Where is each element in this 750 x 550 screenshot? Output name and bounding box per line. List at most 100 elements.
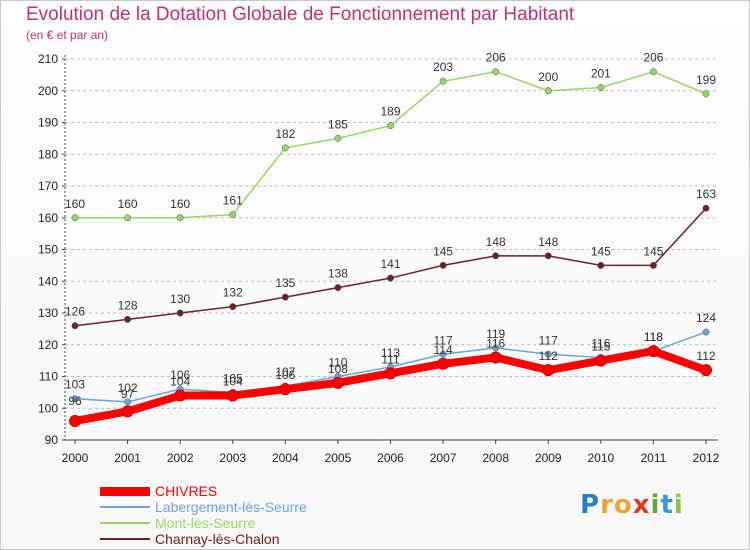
- proxiti-logo: Proxiti: [580, 490, 684, 520]
- data-label-1-2003: 105: [223, 371, 243, 385]
- point-3-2010: [597, 261, 605, 269]
- point-2-2011: [649, 68, 657, 76]
- point-0-2010: [594, 354, 607, 367]
- data-label-2-2009: 200: [538, 70, 558, 84]
- data-label-1-2006: 113: [381, 346, 400, 360]
- point-3-2002: [176, 309, 184, 317]
- y-tick-label-160: 160: [38, 211, 58, 225]
- point-2-2000: [71, 214, 79, 222]
- point-2-2004: [281, 144, 289, 152]
- data-label-2-2011: 206: [643, 51, 663, 65]
- series-group: [69, 68, 712, 427]
- logo-letter-2: o: [613, 490, 633, 520]
- point-0-2007: [437, 357, 450, 370]
- y-tick-label-210: 210: [38, 52, 58, 66]
- logo-letter-5: t: [660, 490, 674, 520]
- data-label-0-2003: 104: [223, 375, 243, 389]
- x-tick-label-2003: 2003: [219, 451, 246, 465]
- x-tick-label-2005: 2005: [325, 451, 352, 465]
- data-label-3-2010: 145: [591, 244, 611, 258]
- point-0-2009: [542, 364, 555, 377]
- y-tick-label-180: 180: [38, 147, 58, 161]
- logo-letter-0: P: [580, 490, 601, 520]
- data-label-3-2004: 135: [275, 276, 295, 290]
- y-tick-label-200: 200: [38, 84, 58, 98]
- data-label-0-2002: 104: [170, 375, 190, 389]
- x-tick-label-2011: 2011: [641, 451, 667, 465]
- logo-letter-1: r: [600, 490, 614, 520]
- y-tick-label-130: 130: [38, 306, 58, 320]
- point-3-2007: [439, 261, 447, 269]
- data-label-2-2001: 160: [118, 197, 138, 211]
- y-tick-label-100: 100: [38, 401, 58, 415]
- data-label-3-2003: 132: [223, 286, 243, 300]
- point-0-2003: [226, 389, 239, 402]
- x-tick-label-2010: 2010: [587, 451, 614, 465]
- chart-title: Evolution de la Dotation Globale de Fonc…: [26, 4, 575, 25]
- point-0-2001: [121, 405, 134, 418]
- point-0-2004: [279, 383, 292, 396]
- point-3-2006: [387, 274, 394, 282]
- x-tick-label-2000: 2000: [62, 451, 89, 465]
- data-label-3-2005: 138: [328, 267, 348, 281]
- data-label-0-2011: 118: [644, 330, 663, 344]
- x-tick-label-2006: 2006: [377, 451, 404, 465]
- data-label-3-2007: 145: [433, 244, 453, 258]
- data-label-2-2000: 160: [65, 197, 85, 211]
- x-tick-label-2001: 2001: [114, 451, 141, 465]
- point-0-2006: [384, 367, 397, 380]
- data-label-2-2012: 199: [696, 73, 716, 87]
- data-label-2-2006: 189: [380, 105, 400, 119]
- y-tick-label-190: 190: [38, 116, 58, 130]
- legend-swatch-1: [100, 506, 150, 508]
- data-label-2-2004: 182: [275, 127, 295, 141]
- data-label-3-2008: 148: [486, 235, 506, 249]
- data-label-3-2009: 148: [538, 235, 558, 249]
- legend-label-1: Labergement-lès-Seurre: [155, 499, 307, 515]
- point-2-2005: [334, 134, 342, 142]
- point-1-2009: [544, 350, 552, 358]
- data-label-1-2002: 106: [170, 368, 190, 382]
- data-label-2-2005: 185: [328, 117, 348, 131]
- point-2-2003: [229, 211, 237, 219]
- data-label-1-2004: 107: [275, 365, 295, 379]
- point-3-2009: [544, 252, 552, 260]
- axes: 90 100 110 120 130 140 150 160 170 180 190 200 210 20…: [38, 52, 720, 465]
- chart-subtitle: (en € et par an): [26, 28, 109, 42]
- logo-letter-4: i: [650, 490, 661, 520]
- data-label-0-2000: 96: [68, 394, 82, 408]
- point-1-2007: [439, 350, 447, 358]
- point-3-2011: [649, 261, 657, 269]
- data-label-1-2007: 117: [434, 333, 453, 347]
- x-tick-label-2002: 2002: [167, 451, 194, 465]
- data-label-1-2011: 118: [644, 330, 663, 344]
- data-label-0-2005: 108: [328, 362, 348, 376]
- data-label-2-2007: 203: [433, 60, 453, 74]
- data-label-3-2011: 145: [643, 244, 663, 258]
- x-tick-label-2012: 2012: [693, 451, 720, 465]
- extra-label-0: 97: [121, 387, 135, 401]
- point-3-2008: [492, 252, 500, 260]
- data-label-1-2000: 103: [65, 378, 85, 392]
- data-label-0-2006: 111: [381, 352, 400, 366]
- data-label-1-2008: 119: [486, 327, 505, 341]
- y-tick-label-150: 150: [38, 243, 58, 257]
- point-2-2007: [439, 77, 447, 85]
- point-0-2000: [69, 414, 81, 427]
- logo-letter-6: i: [673, 490, 684, 520]
- point-1-2008: [492, 344, 500, 352]
- x-tick-label-2008: 2008: [482, 451, 509, 465]
- point-3-2000: [71, 322, 79, 330]
- data-label-3-2002: 130: [170, 292, 190, 306]
- point-3-2004: [281, 293, 289, 301]
- legend-label-2: Mont-lès-Seurre: [155, 515, 256, 531]
- point-0-2008: [489, 351, 502, 364]
- y-tick-label-90: 90: [45, 433, 59, 447]
- point-2-2006: [387, 122, 394, 130]
- point-3-2005: [334, 284, 342, 292]
- legend-swatch-3: [100, 538, 150, 540]
- point-2-2001: [124, 214, 132, 222]
- y-tick-label-110: 110: [39, 370, 58, 384]
- point-2-2012: [702, 90, 710, 98]
- legend: CHIVRES Labergement-lès-Seurre Mont-lès-Se…: [100, 483, 360, 547]
